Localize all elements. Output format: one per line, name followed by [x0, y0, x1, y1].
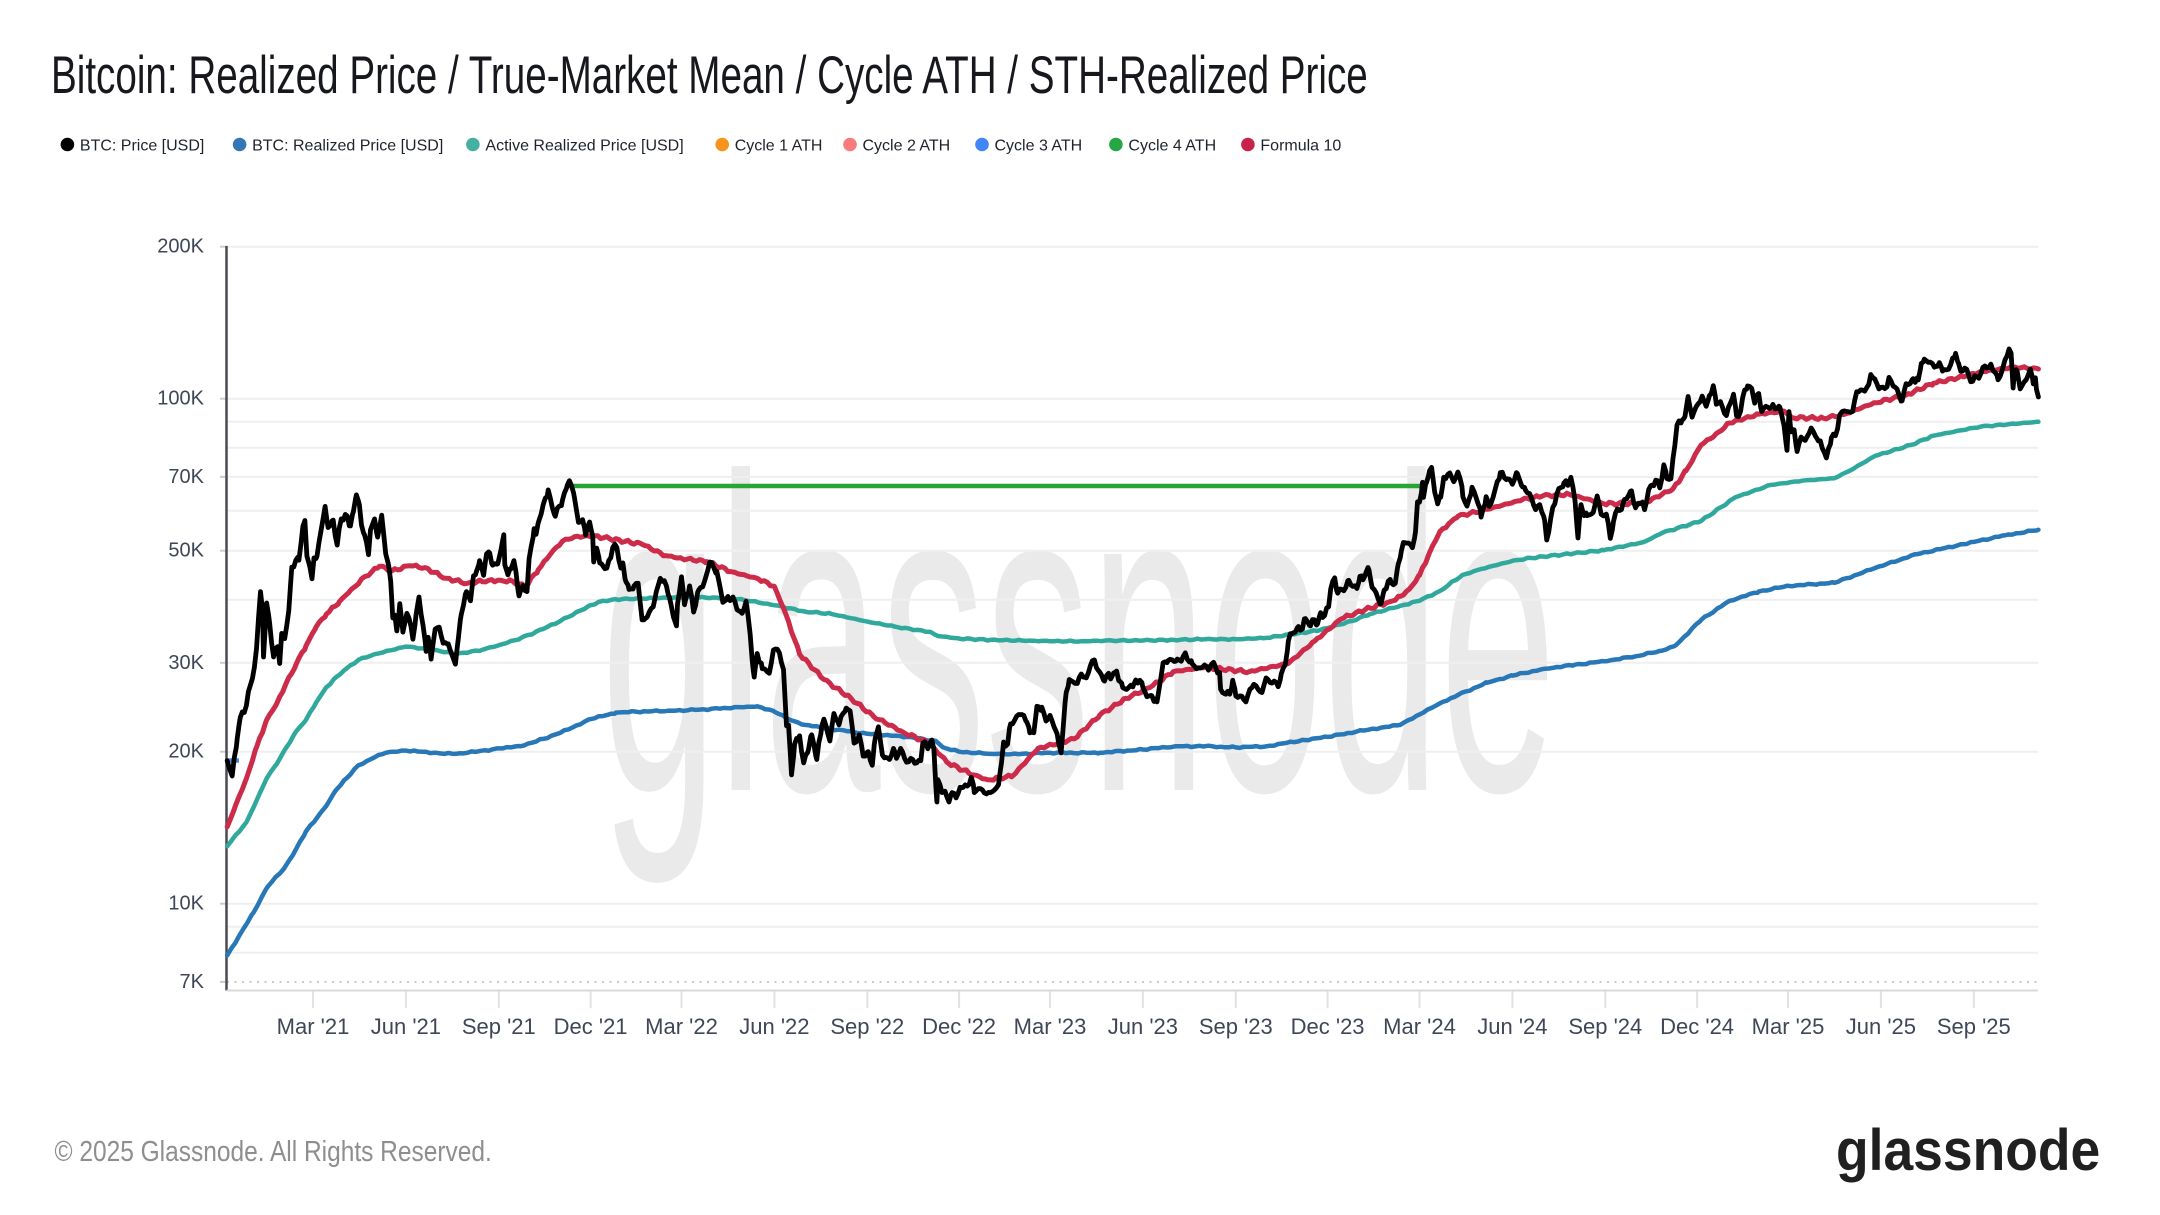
svg-text:Mar '22: Mar '22 — [645, 1014, 718, 1039]
svg-text:Mar '23: Mar '23 — [1014, 1014, 1087, 1039]
svg-text:Sep '21: Sep '21 — [462, 1014, 536, 1039]
svg-text:Dec '21: Dec '21 — [554, 1014, 628, 1039]
svg-text:Sep '22: Sep '22 — [830, 1014, 904, 1039]
svg-text:Jun '25: Jun '25 — [1846, 1014, 1916, 1039]
svg-text:Cycle 3 ATH: Cycle 3 ATH — [995, 137, 1083, 154]
svg-text:30K: 30K — [168, 652, 204, 674]
svg-text:Cycle 1 ATH: Cycle 1 ATH — [735, 137, 823, 154]
svg-text:Formula 10: Formula 10 — [1260, 137, 1341, 154]
svg-text:50K: 50K — [168, 540, 204, 562]
svg-text:Cycle 2 ATH: Cycle 2 ATH — [863, 137, 951, 154]
svg-text:Mar '24: Mar '24 — [1383, 1014, 1456, 1039]
svg-text:Sep '23: Sep '23 — [1199, 1014, 1273, 1039]
svg-text:Dec '22: Dec '22 — [922, 1014, 996, 1039]
svg-text:glassnode: glassnode — [1836, 1118, 2100, 1182]
svg-text:70K: 70K — [168, 466, 204, 488]
svg-text:Jun '24: Jun '24 — [1477, 1014, 1547, 1039]
svg-text:Jun '23: Jun '23 — [1108, 1014, 1178, 1039]
svg-text:Jun '21: Jun '21 — [371, 1014, 441, 1039]
svg-text:BTC: Price [USD]: BTC: Price [USD] — [80, 137, 204, 154]
svg-text:Bitcoin: Realized Price / True: Bitcoin: Realized Price / True-Market Me… — [51, 45, 1368, 104]
svg-text:Mar '21: Mar '21 — [277, 1014, 350, 1039]
svg-text:© 2025 Glassnode. All Rights R: © 2025 Glassnode. All Rights Reserved. — [55, 1135, 492, 1167]
svg-text:Mar '25: Mar '25 — [1752, 1014, 1825, 1039]
svg-text:glassnode: glassnode — [601, 385, 1556, 887]
svg-text:20K: 20K — [168, 741, 204, 763]
svg-text:Dec '23: Dec '23 — [1291, 1014, 1365, 1039]
svg-text:Cycle 4 ATH: Cycle 4 ATH — [1128, 137, 1216, 154]
svg-text:Jun '22: Jun '22 — [739, 1014, 809, 1039]
svg-text:Active Realized Price [USD]: Active Realized Price [USD] — [485, 137, 683, 154]
svg-text:Dec '24: Dec '24 — [1660, 1014, 1734, 1039]
svg-text:7K: 7K — [180, 971, 205, 993]
svg-text:BTC: Realized Price [USD]: BTC: Realized Price [USD] — [252, 137, 443, 154]
svg-text:100K: 100K — [157, 388, 204, 410]
svg-text:Sep '24: Sep '24 — [1568, 1014, 1642, 1039]
svg-text:10K: 10K — [168, 893, 204, 915]
svg-text:200K: 200K — [157, 236, 204, 258]
svg-text:Sep '25: Sep '25 — [1937, 1014, 2011, 1039]
